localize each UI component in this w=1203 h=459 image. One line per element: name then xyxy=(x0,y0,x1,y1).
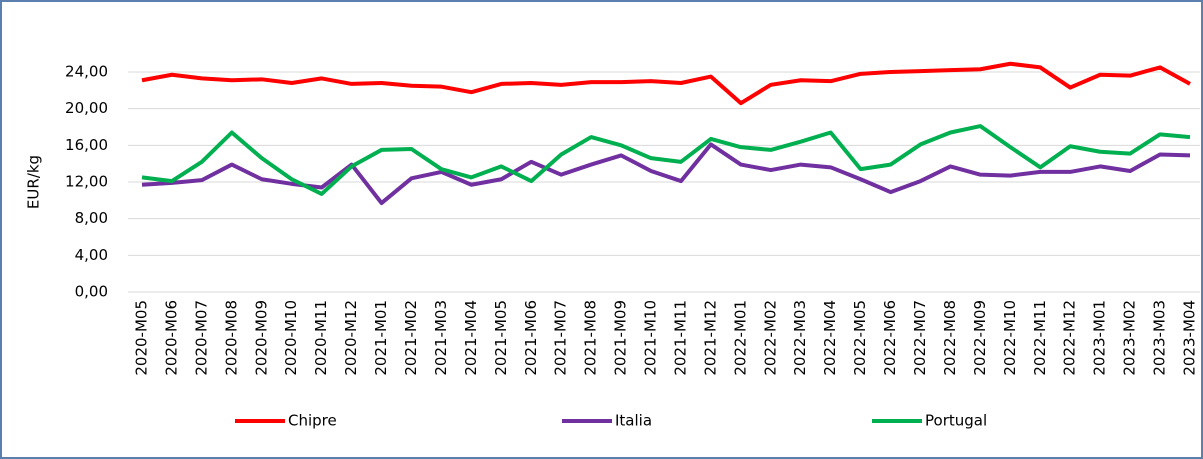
x-tick-label: 2023-M03 xyxy=(1151,300,1169,376)
x-tick-label: 2021-M03 xyxy=(432,300,450,376)
y-tick-label: 0,00 xyxy=(75,283,108,301)
x-tick-label: 2022-M11 xyxy=(1031,300,1049,376)
x-tick-label: 2021-M12 xyxy=(701,300,719,376)
x-tick-label: 2020-M10 xyxy=(282,300,300,376)
x-tick-label: 2020-M09 xyxy=(252,300,270,376)
y-tick-label: 12,00 xyxy=(65,172,108,190)
x-tick-label: 2022-M10 xyxy=(1001,300,1019,376)
x-tick-label: 2020-M07 xyxy=(192,300,210,376)
x-tick-label: 2021-M05 xyxy=(492,300,510,376)
x-tick-label: 2020-M12 xyxy=(342,300,360,376)
x-tick-label: 2022-M05 xyxy=(851,300,869,376)
series-line xyxy=(141,124,1191,196)
x-tick-label: 2022-M07 xyxy=(911,300,929,376)
series-line xyxy=(141,142,1191,206)
y-tick-label: 16,00 xyxy=(65,136,108,154)
x-tick-label: 2022-M02 xyxy=(761,300,779,376)
x-tick-label: 2022-M12 xyxy=(1061,300,1079,376)
x-tick-label: 2020-M08 xyxy=(222,300,240,376)
y-tick-label: 8,00 xyxy=(75,209,108,227)
legend-label: Portugal xyxy=(925,412,987,430)
legend-label: Chipre xyxy=(288,412,337,430)
y-tick-label: 24,00 xyxy=(65,62,108,80)
y-axis-label: EUR/kg xyxy=(25,155,43,209)
x-tick-label: 2021-M01 xyxy=(372,300,390,376)
y-tick-label: 4,00 xyxy=(75,246,108,264)
x-tick-label: 2021-M04 xyxy=(462,300,480,376)
series-line xyxy=(141,61,1191,106)
x-tick-label: 2020-M05 xyxy=(133,300,151,376)
x-tick-label: 2021-M11 xyxy=(671,300,689,376)
x-tick-label: 2022-M09 xyxy=(971,300,989,376)
x-tick-label: 2023-M02 xyxy=(1121,300,1139,376)
x-tick-label: 2022-M01 xyxy=(731,300,749,376)
x-tick-label: 2021-M06 xyxy=(522,300,540,376)
legend-label: Italia xyxy=(615,412,652,430)
x-tick-label: 2023-M01 xyxy=(1091,300,1109,376)
x-tick-label: 2021-M10 xyxy=(642,300,660,376)
x-tick-label: 2023-M04 xyxy=(1181,300,1199,376)
x-tick-label: 2021-M09 xyxy=(612,300,630,376)
y-tick-label: 20,00 xyxy=(65,99,108,117)
x-tick-label: 2022-M08 xyxy=(941,300,959,376)
x-tick-label: 2020-M06 xyxy=(162,300,180,376)
x-tick-label: 2020-M11 xyxy=(312,300,330,376)
x-tick-label: 2021-M02 xyxy=(402,300,420,376)
x-tick-label: 2022-M06 xyxy=(881,300,899,376)
x-tick-label: 2021-M08 xyxy=(582,300,600,376)
x-tick-label: 2022-M04 xyxy=(821,300,839,376)
x-tick-label: 2022-M03 xyxy=(791,300,809,376)
x-tick-label: 2021-M07 xyxy=(552,300,570,376)
